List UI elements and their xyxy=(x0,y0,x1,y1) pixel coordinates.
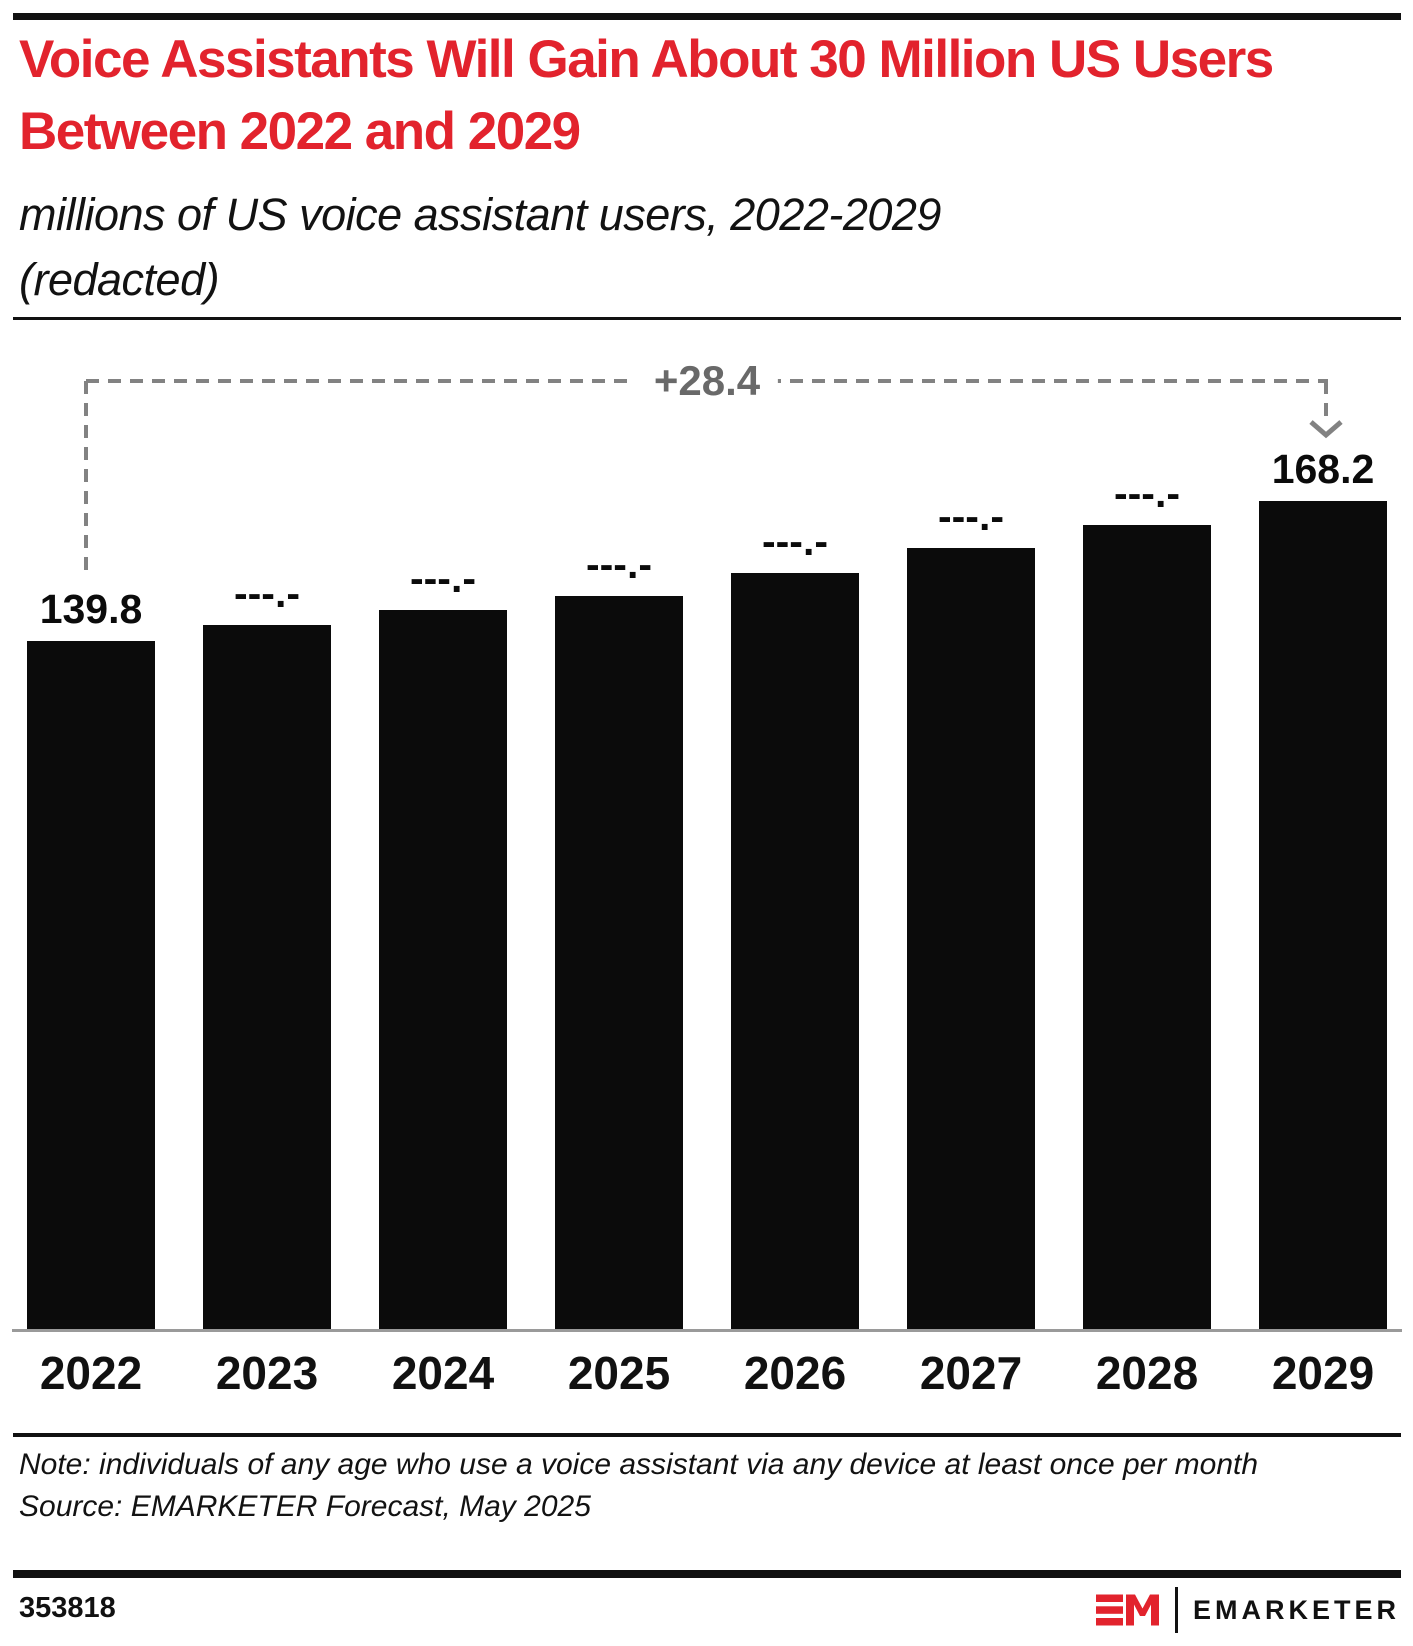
note-divider xyxy=(13,1433,1401,1437)
bar-2026 xyxy=(731,573,859,1331)
arrow-down-icon xyxy=(1309,420,1343,439)
bar-2029 xyxy=(1259,501,1387,1331)
brand-name: EMARKETER xyxy=(1192,1595,1400,1625)
chart-id: 353818 xyxy=(19,1592,116,1624)
bar-value-label-2025: ---.- xyxy=(585,541,653,587)
header-divider xyxy=(13,317,1401,320)
bar-2024 xyxy=(379,610,507,1331)
note-block: Note: individuals of any age who use a v… xyxy=(19,1444,1359,1528)
x-axis-label-2028: 2028 xyxy=(1095,1347,1199,1399)
annotation-dashed-drop-right xyxy=(1324,381,1328,423)
x-axis-label-2023: 2023 xyxy=(215,1347,319,1399)
bar-value-label-2029: 168.2 xyxy=(1271,446,1375,492)
annotation-delta-value: +28.4 xyxy=(635,357,779,405)
x-axis-line xyxy=(12,1329,1402,1332)
chart-subtitle-line2: (redacted) xyxy=(19,254,220,305)
annotation-dashed-line: +28.4 xyxy=(86,357,1328,405)
bar-2023 xyxy=(203,625,331,1331)
bar-value-label-2027: ---.- xyxy=(937,493,1005,539)
bar-2022 xyxy=(27,641,155,1331)
chart-subtitle-line1: millions of US voice assistant users, 20… xyxy=(19,189,941,240)
bar-value-label-2022: 139.8 xyxy=(39,586,143,632)
emarketer-logo: EMARKETER xyxy=(1095,1586,1400,1634)
x-axis-label-2027: 2027 xyxy=(919,1347,1023,1399)
bar-value-label-2026: ---.- xyxy=(761,518,829,564)
bar-value-label-2023: ---.- xyxy=(233,570,301,616)
chart-subtitle: millions of US voice assistant users, 20… xyxy=(19,182,1379,312)
logo-divider xyxy=(1174,1587,1178,1633)
bar-value-label-2024: ---.- xyxy=(409,555,477,601)
bar-2028 xyxy=(1083,525,1211,1331)
bar-2025 xyxy=(555,596,683,1331)
note-text: Note: individuals of any age who use a v… xyxy=(19,1448,1259,1481)
top-rule xyxy=(13,13,1401,20)
x-axis-label-2029: 2029 xyxy=(1271,1347,1375,1399)
x-axis-label-2026: 2026 xyxy=(743,1347,847,1399)
bar-2027 xyxy=(907,548,1035,1331)
x-axis-label-2024: 2024 xyxy=(391,1347,495,1399)
chart-title: Voice Assistants Will Gain About 30 Mill… xyxy=(19,30,1274,161)
emarketer-em-icon xyxy=(1095,1594,1159,1626)
bar-value-label-2028: ---.- xyxy=(1113,470,1181,516)
x-axis-label-2025: 2025 xyxy=(567,1347,671,1399)
source-text: Source: EMARKETER Forecast, May 2025 xyxy=(19,1490,591,1523)
footer-rule xyxy=(13,1570,1401,1578)
x-axis-label-2022: 2022 xyxy=(39,1347,143,1399)
annotation-dashed-drop-left xyxy=(84,381,88,571)
